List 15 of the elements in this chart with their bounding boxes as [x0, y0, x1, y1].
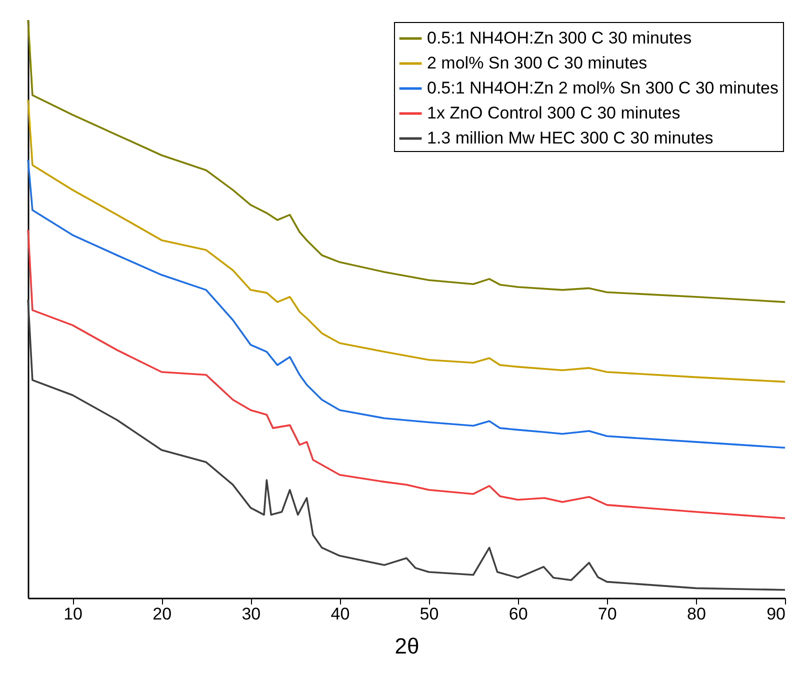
x-tick-label: 10 — [64, 604, 82, 624]
x-tick-label: 50 — [420, 604, 439, 624]
x-tick-label: 40 — [330, 604, 350, 624]
x-tick-label: 30 — [242, 604, 261, 624]
x-tick-label: 80 — [686, 604, 706, 624]
legend-label: 0.5:1 NH4OH:Zn 2 mol% Sn 300 C 30 minutes — [427, 78, 778, 98]
x-tick-label: 70 — [598, 604, 617, 624]
legend-label: 0.5:1 NH4OH:Zn 300 C 30 minutes — [427, 28, 692, 48]
x-tick-label: 20 — [152, 604, 172, 624]
x-axis-title: 2θ — [394, 634, 420, 658]
legend-label: 2 mol% Sn 300 C 30 minutes — [427, 54, 648, 72]
x-tick-label: 90 — [766, 604, 786, 624]
x-tick-label: 60 — [508, 604, 528, 624]
legend-label: 1x ZnO Control 300 C 30 minutes — [427, 104, 680, 122]
legend-label: 1.3 million Mw HEC 300 C 30 minutes — [427, 128, 714, 148]
